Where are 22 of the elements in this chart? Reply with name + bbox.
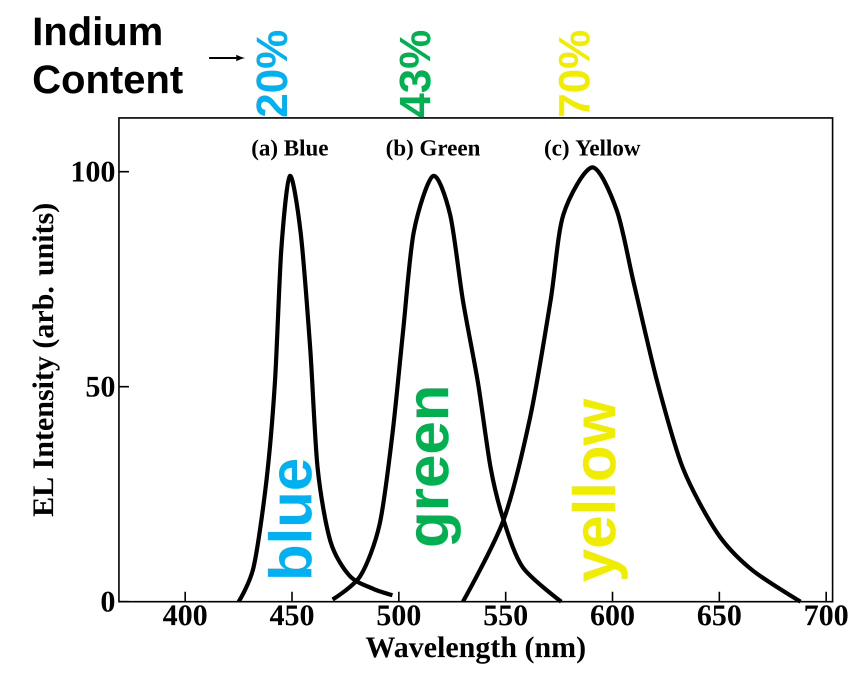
text: 20% [256, 31, 288, 116]
annotation: yellow [572, 398, 628, 582]
x-tick-label: 450 [270, 605, 314, 626]
text: 70% [558, 31, 590, 116]
series-label: (a) Blue [252, 140, 328, 161]
y-tick-label: 0 [102, 592, 114, 612]
x-tick-label: 500 [378, 605, 420, 626]
x-tick-label: 650 [698, 605, 741, 626]
annotation: blue [268, 460, 312, 578]
x-tick-label: 700 [805, 605, 848, 626]
x-tick-label: 400 [163, 605, 207, 626]
text: Indium Content [34, 16, 183, 94]
series-label: (c) Yellow [545, 140, 640, 161]
text: 43% [399, 31, 431, 118]
y-tick-label: 50 [86, 376, 114, 397]
x-axis-title: Wavelength (nm) [366, 636, 585, 664]
x-tick-label: 600 [591, 605, 634, 626]
annotation: green [416, 388, 461, 546]
y-axis-title: EL Intensity (arb. units) [32, 204, 60, 516]
series-label: (b) Green [386, 140, 480, 161]
x-tick-label: 550 [484, 605, 528, 626]
y-tick-label: 100 [72, 162, 114, 182]
